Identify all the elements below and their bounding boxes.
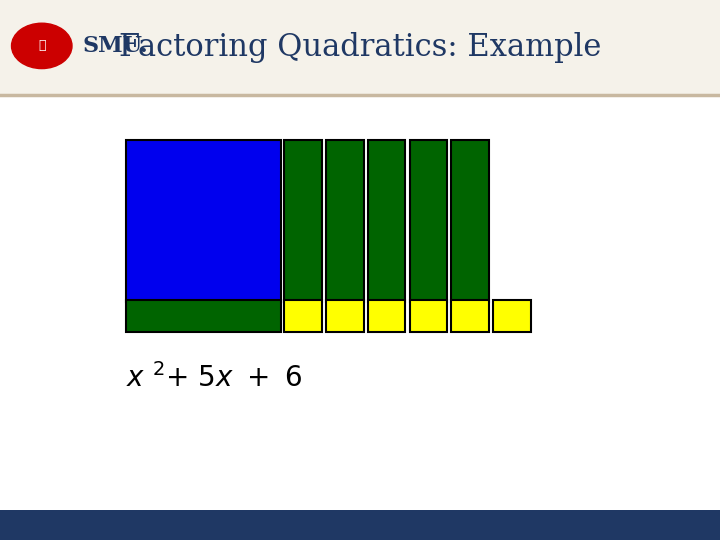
Text: SMU.: SMU. xyxy=(83,35,148,57)
Bar xyxy=(326,140,364,302)
Bar xyxy=(451,300,489,332)
Bar xyxy=(410,300,447,332)
Text: Factoring Quadratics: Example: Factoring Quadratics: Example xyxy=(119,32,601,63)
Bar xyxy=(326,300,364,332)
Bar xyxy=(284,300,322,332)
Bar xyxy=(368,140,405,302)
Bar xyxy=(0,0,720,94)
Text: $x\ ^{2}$$+\ 5x\ +\ 6$: $x\ ^{2}$$+\ 5x\ +\ 6$ xyxy=(126,363,302,393)
Text: ⛪: ⛪ xyxy=(38,39,45,52)
Bar xyxy=(0,510,720,540)
Bar xyxy=(126,300,281,332)
Bar xyxy=(493,300,531,332)
Bar xyxy=(284,140,322,302)
Bar xyxy=(126,140,281,302)
Circle shape xyxy=(12,23,72,69)
Bar xyxy=(368,300,405,332)
Bar xyxy=(410,140,447,302)
Bar xyxy=(0,94,720,510)
Bar xyxy=(451,140,489,302)
